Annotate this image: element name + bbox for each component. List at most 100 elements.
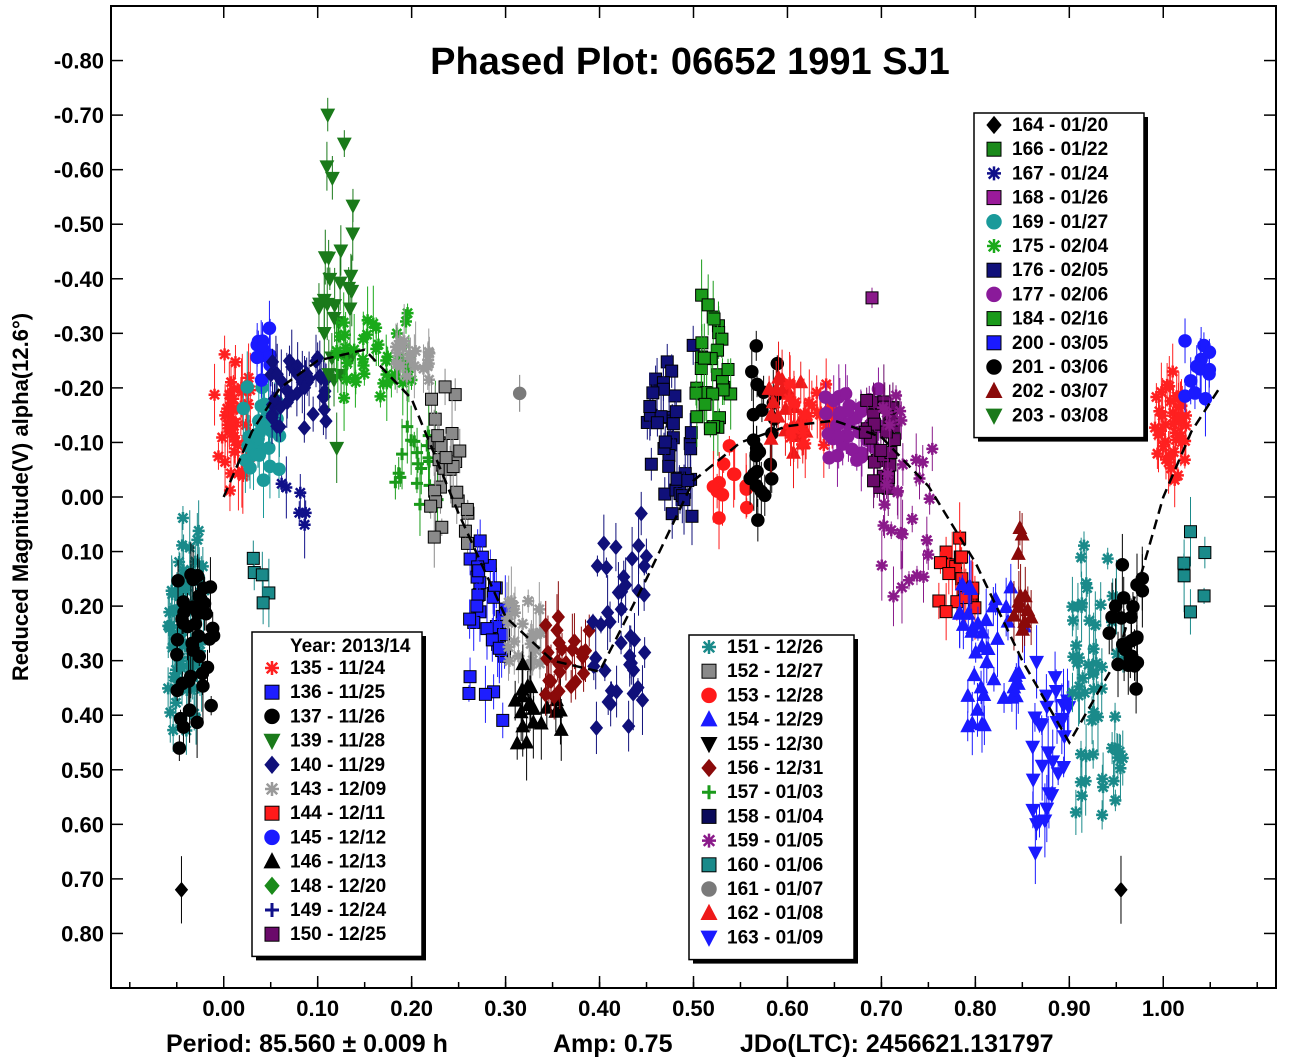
data-point: [1074, 748, 1087, 761]
data-point: [228, 383, 241, 396]
y-tick-label: -0.40: [54, 267, 104, 292]
legend-label: 157 - 01/03: [727, 782, 823, 803]
y-tick-label: 0.10: [61, 540, 104, 565]
data-point: [939, 605, 953, 619]
data-point: [1081, 581, 1094, 594]
legend-label: 156 - 12/31: [727, 758, 824, 779]
data-point: [1155, 386, 1168, 399]
data-point: [396, 376, 409, 389]
data-point: [203, 580, 218, 594]
data-point: [637, 558, 651, 575]
data-point: [357, 359, 370, 372]
data-point: [168, 604, 181, 617]
data-point: [942, 567, 956, 581]
x-tick-label: 0.70: [860, 996, 903, 1021]
data-point: [171, 573, 185, 588]
data-point: [539, 617, 553, 634]
data-point: [1040, 746, 1056, 761]
data-point: [236, 401, 251, 416]
legend-marker: [986, 286, 1002, 303]
data-point: [173, 583, 186, 596]
data-point: [192, 524, 205, 537]
data-point: [265, 353, 280, 370]
data-point: [1130, 631, 1144, 645]
data-point: [761, 380, 777, 395]
legend-marker: [987, 239, 1001, 253]
data-point: [390, 358, 403, 371]
data-point: [529, 644, 542, 657]
data-point: [818, 390, 833, 404]
data-point: [522, 595, 535, 608]
data-point: [501, 612, 514, 625]
data-point: [306, 406, 320, 423]
legend-marker: [263, 852, 281, 869]
data-point: [650, 416, 664, 430]
data-point: [880, 478, 893, 491]
data-point: [473, 534, 487, 548]
data-point: [176, 720, 191, 734]
data-point: [1148, 421, 1161, 434]
fit-curve-layer: [222, 348, 1221, 746]
data-point: [480, 622, 494, 636]
data-point: [252, 448, 267, 462]
data-point: [1111, 751, 1124, 764]
y-tick-label: 0.50: [61, 758, 104, 783]
legend-marker: [700, 903, 718, 920]
data-point: [706, 387, 720, 401]
data-point: [1013, 588, 1029, 603]
data-point: [854, 404, 869, 418]
data-point: [964, 715, 980, 730]
legend-label: 159 - 01/05: [727, 831, 824, 852]
data-point: [183, 541, 196, 554]
data-point: [402, 362, 415, 375]
data-point: [874, 443, 888, 457]
data-point: [320, 108, 336, 123]
data-point: [637, 644, 652, 661]
data-point: [979, 653, 995, 669]
data-point: [635, 692, 650, 709]
data-point: [1048, 684, 1064, 700]
data-point: [860, 393, 874, 407]
data-point: [408, 360, 421, 373]
data-point: [190, 715, 204, 730]
data-point: [552, 683, 566, 700]
legend-marker: [986, 115, 1002, 135]
data-point: [955, 550, 969, 564]
data-point: [183, 669, 198, 684]
data-point: [895, 581, 908, 594]
data-point: [926, 442, 939, 455]
legend-label: 184 - 02/16: [1012, 309, 1108, 330]
legend-label: 163 - 01/09: [727, 927, 823, 948]
data-point: [824, 401, 837, 414]
data-point: [173, 590, 186, 603]
data-point: [553, 702, 568, 717]
data-point: [208, 388, 221, 401]
legend-marker: [265, 782, 279, 796]
data-point: [404, 352, 417, 365]
data-point: [922, 548, 935, 561]
data-point: [462, 686, 476, 700]
data-point: [1087, 683, 1100, 696]
data-point: [222, 408, 235, 421]
data-point: [322, 272, 338, 288]
legend-marker: [264, 876, 280, 895]
chart-title: Phased Plot: 06652 1991 SJ1: [430, 41, 950, 83]
data-point: [916, 456, 929, 469]
data-point: [1177, 569, 1191, 583]
data-point: [417, 362, 430, 375]
legend-marker: [264, 926, 280, 942]
data-point: [367, 317, 380, 330]
data-point: [1175, 399, 1188, 412]
legend-marker: [701, 808, 717, 824]
legend-marker: [986, 262, 1002, 278]
data-point: [1109, 794, 1122, 807]
data-point: [763, 430, 779, 445]
legend-label: 150 - 12/25: [290, 924, 387, 945]
legend-label: 153 - 12/28: [727, 685, 823, 706]
data-point: [219, 455, 232, 468]
data-point: [223, 422, 236, 435]
legend-marker: [702, 785, 716, 800]
data-point: [170, 632, 185, 647]
data-point: [515, 655, 531, 671]
data-point: [1015, 621, 1030, 636]
